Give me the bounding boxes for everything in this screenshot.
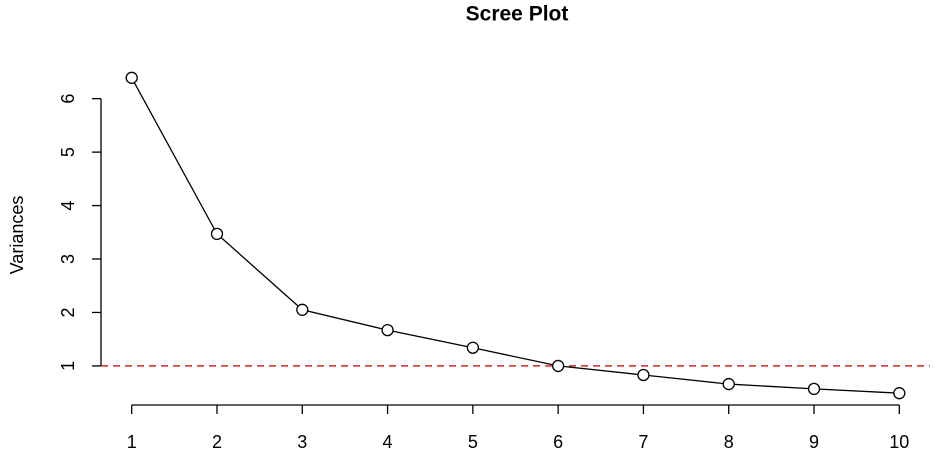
x-tick-label: 2 (212, 432, 222, 452)
y-tick-label: 5 (58, 147, 78, 157)
data-point (722, 377, 735, 391)
y-axis-label: Variances (7, 196, 27, 275)
y-tick-label: 1 (58, 361, 78, 371)
x-tick-label: 9 (809, 432, 819, 452)
data-point (210, 227, 224, 241)
x-tick-label: 4 (383, 432, 393, 452)
x-tick-label: 8 (724, 432, 734, 452)
x-tick-label: 7 (638, 432, 648, 452)
data-point (381, 323, 394, 337)
y-tick-label: 2 (58, 307, 78, 317)
data-point (807, 382, 821, 396)
x-tick-label: 10 (889, 432, 909, 452)
data-point (637, 368, 650, 382)
data-point (466, 341, 480, 354)
data-point (893, 387, 906, 400)
series-line (131, 77, 900, 394)
x-tick-label: 6 (553, 432, 563, 452)
y-tick-label: 6 (58, 94, 78, 104)
y-tick-label: 3 (58, 254, 78, 264)
y-tick-label: 4 (58, 201, 78, 211)
data-point (551, 359, 565, 373)
data-point (296, 303, 309, 316)
x-tick-label: 3 (297, 432, 307, 452)
x-tick-label: 1 (127, 432, 137, 452)
x-tick-label: 5 (468, 432, 478, 452)
chart-title: Scree Plot (466, 3, 569, 26)
data-point (125, 71, 138, 84)
